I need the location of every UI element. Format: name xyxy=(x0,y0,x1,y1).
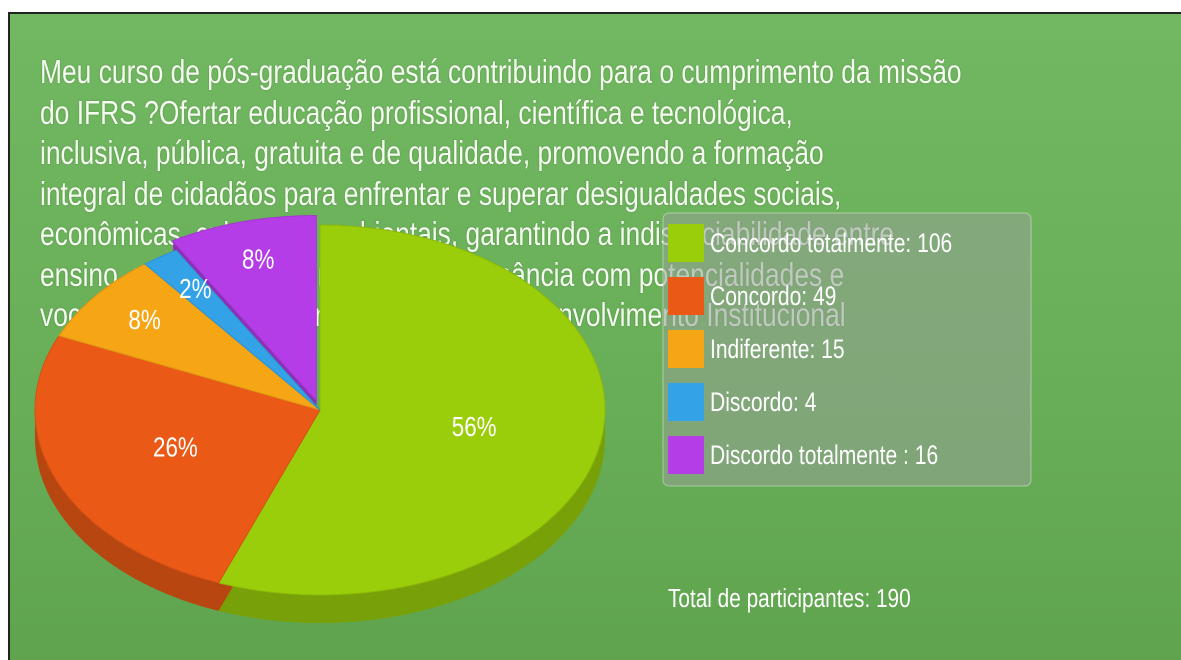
pie-slice xyxy=(58,263,321,411)
pie-slice xyxy=(171,215,317,402)
total-label: Total de participantes: 190 xyxy=(668,584,911,613)
legend-box xyxy=(662,212,1032,487)
legend-swatch xyxy=(668,383,704,421)
data-label: 26% xyxy=(153,432,198,463)
data-label: 8% xyxy=(128,304,160,335)
pie-slice xyxy=(144,249,321,411)
data-label: 56% xyxy=(452,412,497,443)
pie-slice xyxy=(34,335,321,584)
legend-swatch xyxy=(668,224,704,262)
legend-swatch xyxy=(668,277,704,315)
legend-label: Discordo totalmente : 16 xyxy=(710,441,938,471)
legend-label: Indiferente: 15 xyxy=(710,335,845,365)
legend-swatch xyxy=(668,330,704,368)
data-label: 2% xyxy=(179,274,211,305)
legend-swatch xyxy=(668,436,704,474)
data-label: 8% xyxy=(242,244,274,275)
pie-slice xyxy=(217,224,606,596)
legend-label: Concordo totalmente: 106 xyxy=(710,229,952,259)
legend-label: Discordo: 4 xyxy=(710,388,816,418)
legend-label: Concordo: 49 xyxy=(710,282,836,312)
